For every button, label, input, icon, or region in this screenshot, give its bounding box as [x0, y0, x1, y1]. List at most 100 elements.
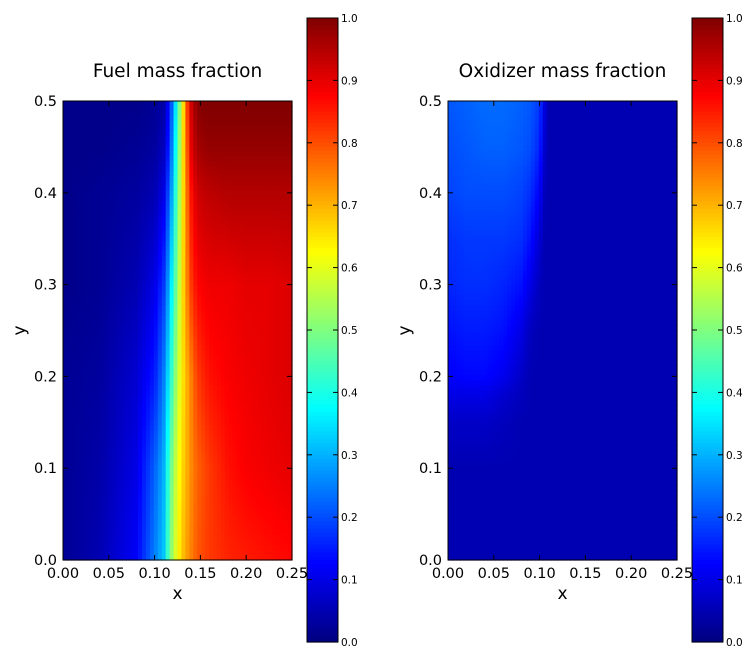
heatmap-cell	[205, 480, 210, 486]
heatmap-cell	[240, 165, 246, 172]
heatmap-cell	[149, 490, 155, 496]
heatmap-cell	[220, 425, 226, 431]
heatmap-cell	[74, 290, 80, 297]
heatmap-cell	[157, 245, 163, 252]
heatmap-cell	[248, 210, 254, 217]
heatmap-cell	[248, 185, 254, 192]
heatmap-cell	[248, 360, 254, 367]
heatmap-cell	[63, 300, 68, 307]
heatmap-cell	[130, 450, 135, 456]
heatmap-cell	[161, 120, 167, 127]
heatmap-cell	[228, 250, 234, 257]
heatmap-cell	[134, 270, 139, 277]
heatmap-cell	[106, 525, 111, 531]
heatmap-cell	[130, 285, 135, 292]
heatmap-cell	[252, 510, 258, 516]
heatmap-cell	[114, 420, 119, 426]
heatmap-cell	[193, 205, 198, 212]
heatmap-cell	[193, 225, 198, 232]
heatmap-cell	[236, 325, 242, 332]
heatmap-cell	[248, 300, 254, 307]
heatmap-cell	[197, 520, 202, 526]
heatmap-cell	[98, 140, 104, 147]
heatmap-cell	[118, 500, 123, 506]
heatmap-cell	[276, 125, 281, 132]
heatmap-cell	[86, 370, 92, 376]
heatmap-cell	[205, 445, 210, 451]
heatmap-cell	[138, 140, 143, 147]
heatmap-cell	[228, 390, 234, 396]
heatmap-cell	[138, 455, 143, 461]
heatmap-cell	[134, 355, 139, 362]
heatmap-cell	[280, 475, 285, 481]
heatmap-cell	[94, 175, 100, 182]
heatmap-cell	[189, 490, 194, 496]
heatmap-cell	[228, 320, 234, 327]
heatmap-cell	[106, 365, 111, 372]
heatmap-cell	[134, 245, 139, 252]
heatmap-cell	[248, 275, 254, 282]
heatmap-cell	[102, 400, 108, 406]
heatmap-cell	[74, 225, 80, 232]
heatmap-cell	[232, 125, 238, 132]
heatmap-cell	[201, 300, 206, 307]
heatmap-cell	[288, 395, 293, 401]
heatmap-cell	[268, 285, 273, 292]
heatmap-cell	[276, 360, 281, 367]
heatmap-cell	[145, 385, 151, 391]
heatmap-cell	[106, 240, 111, 247]
heatmap-cell	[232, 460, 238, 466]
heatmap-cell	[94, 280, 100, 287]
heatmap-cell	[181, 340, 186, 347]
heatmap-cell	[209, 110, 214, 117]
heatmap-cell	[141, 255, 147, 262]
heatmap-cell	[141, 140, 147, 147]
heatmap-cell	[86, 375, 92, 381]
heatmap-cell	[126, 220, 131, 227]
heatmap-cell	[224, 200, 230, 207]
heatmap-cell	[272, 455, 277, 461]
heatmap-cell	[63, 265, 68, 272]
heatmap-cell	[213, 240, 218, 247]
heatmap-cell	[138, 190, 143, 197]
heatmap-cell	[90, 225, 96, 232]
heatmap-cell	[181, 215, 186, 222]
heatmap-cell	[134, 300, 139, 307]
heatmap-cell	[149, 220, 155, 227]
heatmap-cell	[260, 430, 265, 436]
heatmap-cell	[260, 105, 265, 112]
heatmap-cell	[161, 445, 167, 451]
heatmap-cell	[106, 355, 111, 362]
heatmap-cell	[260, 101, 265, 107]
heatmap-cell	[102, 520, 108, 526]
heatmap-cell	[90, 125, 96, 132]
heatmap-cell	[74, 160, 80, 167]
heatmap-cell	[130, 180, 135, 187]
heatmap-cell	[264, 425, 269, 431]
heatmap-cell	[145, 205, 151, 212]
heatmap-cell	[169, 160, 175, 167]
heatmap-cell	[149, 295, 155, 302]
heatmap-cell	[264, 350, 269, 357]
heatmap-cell	[228, 155, 234, 162]
heatmap-cell	[252, 415, 258, 421]
heatmap-cell	[185, 320, 190, 327]
heatmap-cell	[134, 200, 139, 207]
heatmap-cell	[114, 500, 119, 506]
heatmap-cell	[236, 420, 242, 426]
heatmap-cell	[236, 480, 242, 486]
heatmap-cell	[98, 360, 104, 367]
heatmap-cell	[102, 110, 108, 117]
heatmap-cell	[94, 170, 100, 177]
heatmap-cell	[236, 425, 242, 431]
heatmap-cell	[141, 330, 147, 337]
heatmap-cell	[248, 120, 254, 127]
heatmap-cell	[276, 370, 281, 376]
heatmap-cell	[185, 180, 190, 187]
heatmap-cell	[157, 395, 163, 401]
heatmap-cell	[134, 290, 139, 297]
heatmap-cell	[197, 280, 202, 287]
heatmap-cell	[138, 135, 143, 142]
heatmap-cell	[145, 450, 151, 456]
heatmap-cell	[280, 165, 285, 172]
